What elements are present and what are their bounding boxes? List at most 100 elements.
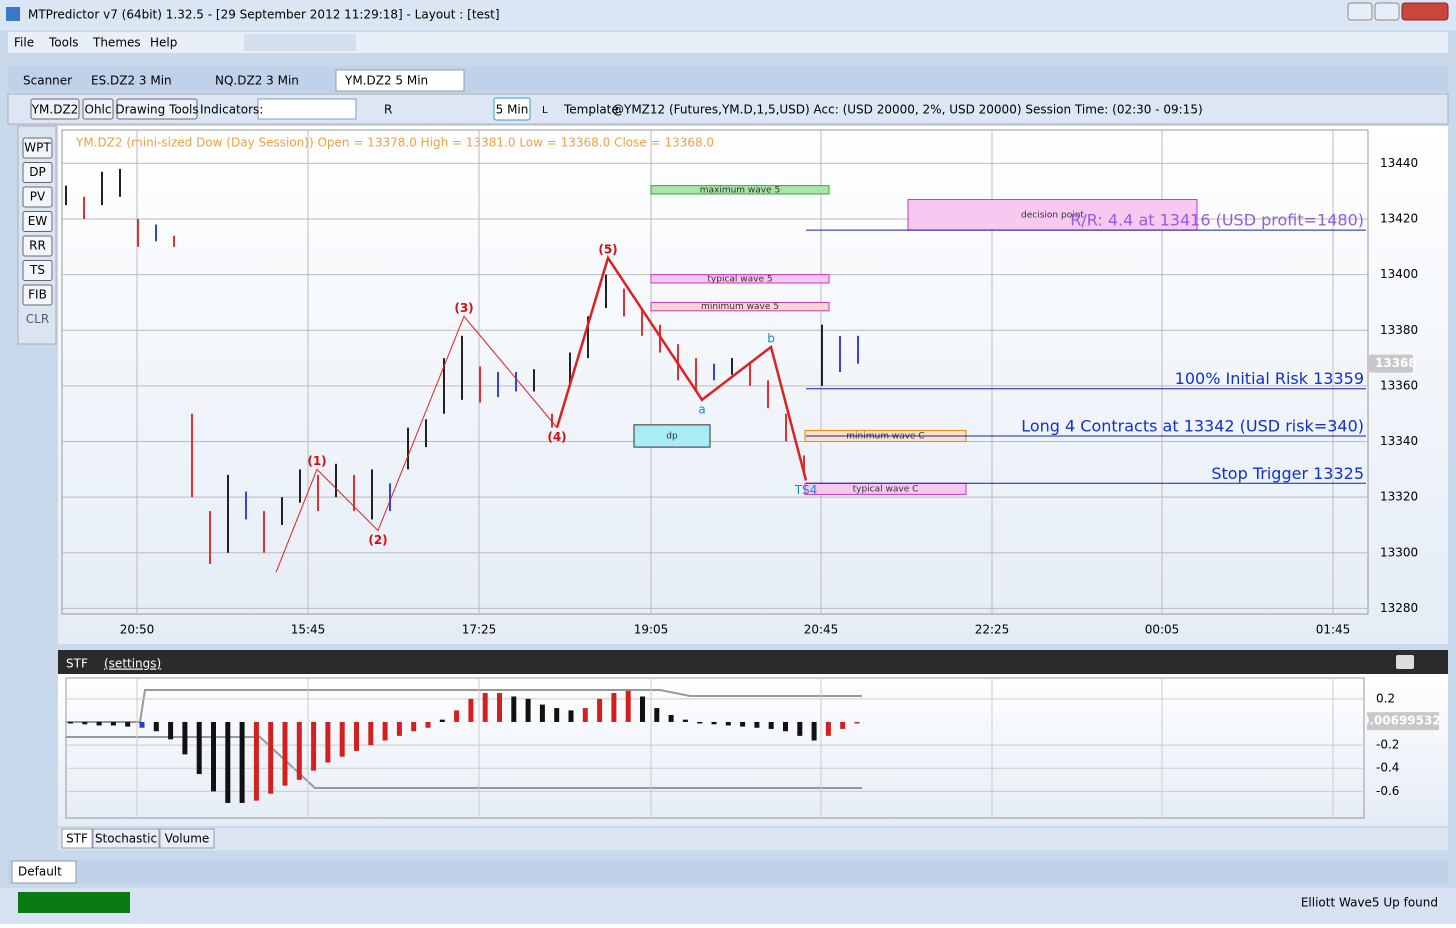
side-button[interactable]	[22, 137, 53, 159]
tab[interactable]	[14, 70, 82, 91]
wave-label: (1)	[307, 454, 326, 468]
stf-bar	[311, 721, 317, 771]
indicator-close[interactable]	[1396, 655, 1414, 669]
level-label: 100% Initial Risk 13359	[1175, 369, 1364, 388]
tab-label: ES.DZ2 3 Min	[91, 74, 172, 88]
stf-bar	[497, 693, 502, 722]
layout-tab[interactable]	[11, 860, 77, 884]
tab[interactable]	[82, 70, 198, 91]
x-tick-label: 15:45	[291, 623, 326, 637]
stf-bar	[339, 721, 345, 757]
tab[interactable]	[206, 70, 322, 91]
annotation-label: dp	[666, 431, 678, 441]
stf-bar	[282, 721, 288, 786]
wave-label: (4)	[547, 430, 566, 444]
menu-item[interactable]: File	[14, 36, 34, 50]
stf-bar	[754, 721, 760, 728]
wave-label: TS4	[794, 483, 818, 497]
stf-bar	[296, 721, 302, 780]
tab-label: Scanner	[23, 74, 72, 88]
toolbar-button-label: YM.DZ2	[31, 103, 79, 117]
side-button[interactable]	[22, 284, 53, 306]
close-button[interactable]	[1401, 2, 1449, 21]
y-tick-label: 13320	[1380, 490, 1418, 504]
stf-bar	[125, 721, 131, 727]
stf-bar	[396, 721, 402, 736]
stf-bar	[582, 708, 588, 722]
plot-frame	[61, 129, 1369, 615]
title-bar	[0, 0, 1456, 30]
menu-item[interactable]: Tools	[48, 36, 79, 50]
menu-bar	[8, 32, 1448, 53]
wave-line-thick	[555, 255, 808, 481]
wave-label: a	[698, 402, 705, 416]
indicator-tab[interactable]	[92, 828, 160, 849]
indicator-tab[interactable]	[61, 828, 93, 849]
stf-bar	[725, 721, 731, 726]
template-label[interactable]: Template	[563, 103, 619, 117]
tab-label: YM.DZ2 5 Min	[344, 74, 428, 88]
side-button[interactable]	[22, 260, 53, 281]
side-button[interactable]	[22, 186, 53, 208]
toolbar-button[interactable]	[116, 98, 198, 120]
wave-label: (5)	[598, 242, 617, 256]
side-button[interactable]	[22, 162, 53, 183]
indicator-settings-link[interactable]: (settings)	[104, 657, 161, 671]
stf-bar	[82, 721, 88, 725]
chart-panel	[58, 126, 1448, 644]
level-label: Long 4 Contracts at 13342 (USD risk=340)	[1021, 416, 1364, 435]
x-tick-label: 20:45	[804, 623, 839, 637]
minimize-button[interactable]	[1347, 2, 1373, 21]
stf-bar	[96, 721, 102, 726]
menu-item[interactable]: Themes	[92, 36, 141, 50]
annotation-label: minimum wave 5	[701, 302, 779, 312]
side-button[interactable]	[22, 211, 53, 232]
interval-label: 5 Min	[496, 103, 529, 117]
wave-label: (3)	[454, 301, 473, 315]
indicators-dropdown[interactable]	[257, 98, 357, 120]
status-text: Elliott Wave5 Up found	[1301, 896, 1438, 910]
stf-bar	[511, 696, 517, 722]
wave-label: (2)	[368, 533, 387, 547]
toolbar-button[interactable]	[30, 98, 80, 120]
stf-bar	[239, 721, 245, 803]
window-title: MTPredictor v7 (64bit) 1.32.5 - [29 Sept…	[28, 8, 500, 22]
interval-button[interactable]	[493, 97, 531, 121]
l-label: L	[542, 105, 548, 116]
annotation-label: typical wave C	[853, 484, 919, 494]
indicators-label: Indicators:	[200, 103, 263, 117]
app-icon	[6, 7, 20, 21]
annotation-label: decision point	[1021, 210, 1084, 220]
annotation-label: typical wave 5	[707, 274, 772, 284]
indicator-tab-label: STF	[66, 832, 88, 846]
tab[interactable]	[335, 69, 465, 92]
menu-item[interactable]: Help	[150, 36, 177, 50]
stf-bar	[182, 721, 188, 755]
maximize-button[interactable]	[1374, 2, 1400, 21]
side-button-label: PV	[30, 190, 46, 204]
annotation-box	[650, 274, 830, 284]
side-button-label: CLR	[26, 312, 49, 326]
y-tick-label: 13440	[1380, 156, 1418, 170]
stf-bar	[354, 721, 359, 751]
x-tick-label: 01:45	[1316, 623, 1351, 637]
indicator-tab[interactable]	[159, 828, 215, 849]
stf-bar	[640, 696, 645, 722]
y-tick-label: 13360	[1380, 378, 1418, 392]
stf-bar	[325, 721, 331, 763]
stf-tick-label: 0.2	[1376, 691, 1395, 705]
stf-bar	[439, 719, 445, 722]
stf-bar	[525, 698, 531, 722]
toolbar-button[interactable]	[82, 98, 114, 120]
indicator-panel	[58, 674, 1448, 826]
side-button[interactable]	[22, 235, 53, 257]
quick-toolbar	[244, 34, 356, 51]
stf-bar	[654, 708, 660, 722]
side-button-label: TS	[29, 263, 45, 277]
side-button-label: RR	[29, 239, 46, 253]
stf-bar	[825, 721, 831, 736]
stf-bar	[225, 721, 231, 803]
stf-bar	[425, 721, 431, 728]
stf-bar	[682, 719, 688, 722]
stf-bar	[539, 704, 545, 722]
